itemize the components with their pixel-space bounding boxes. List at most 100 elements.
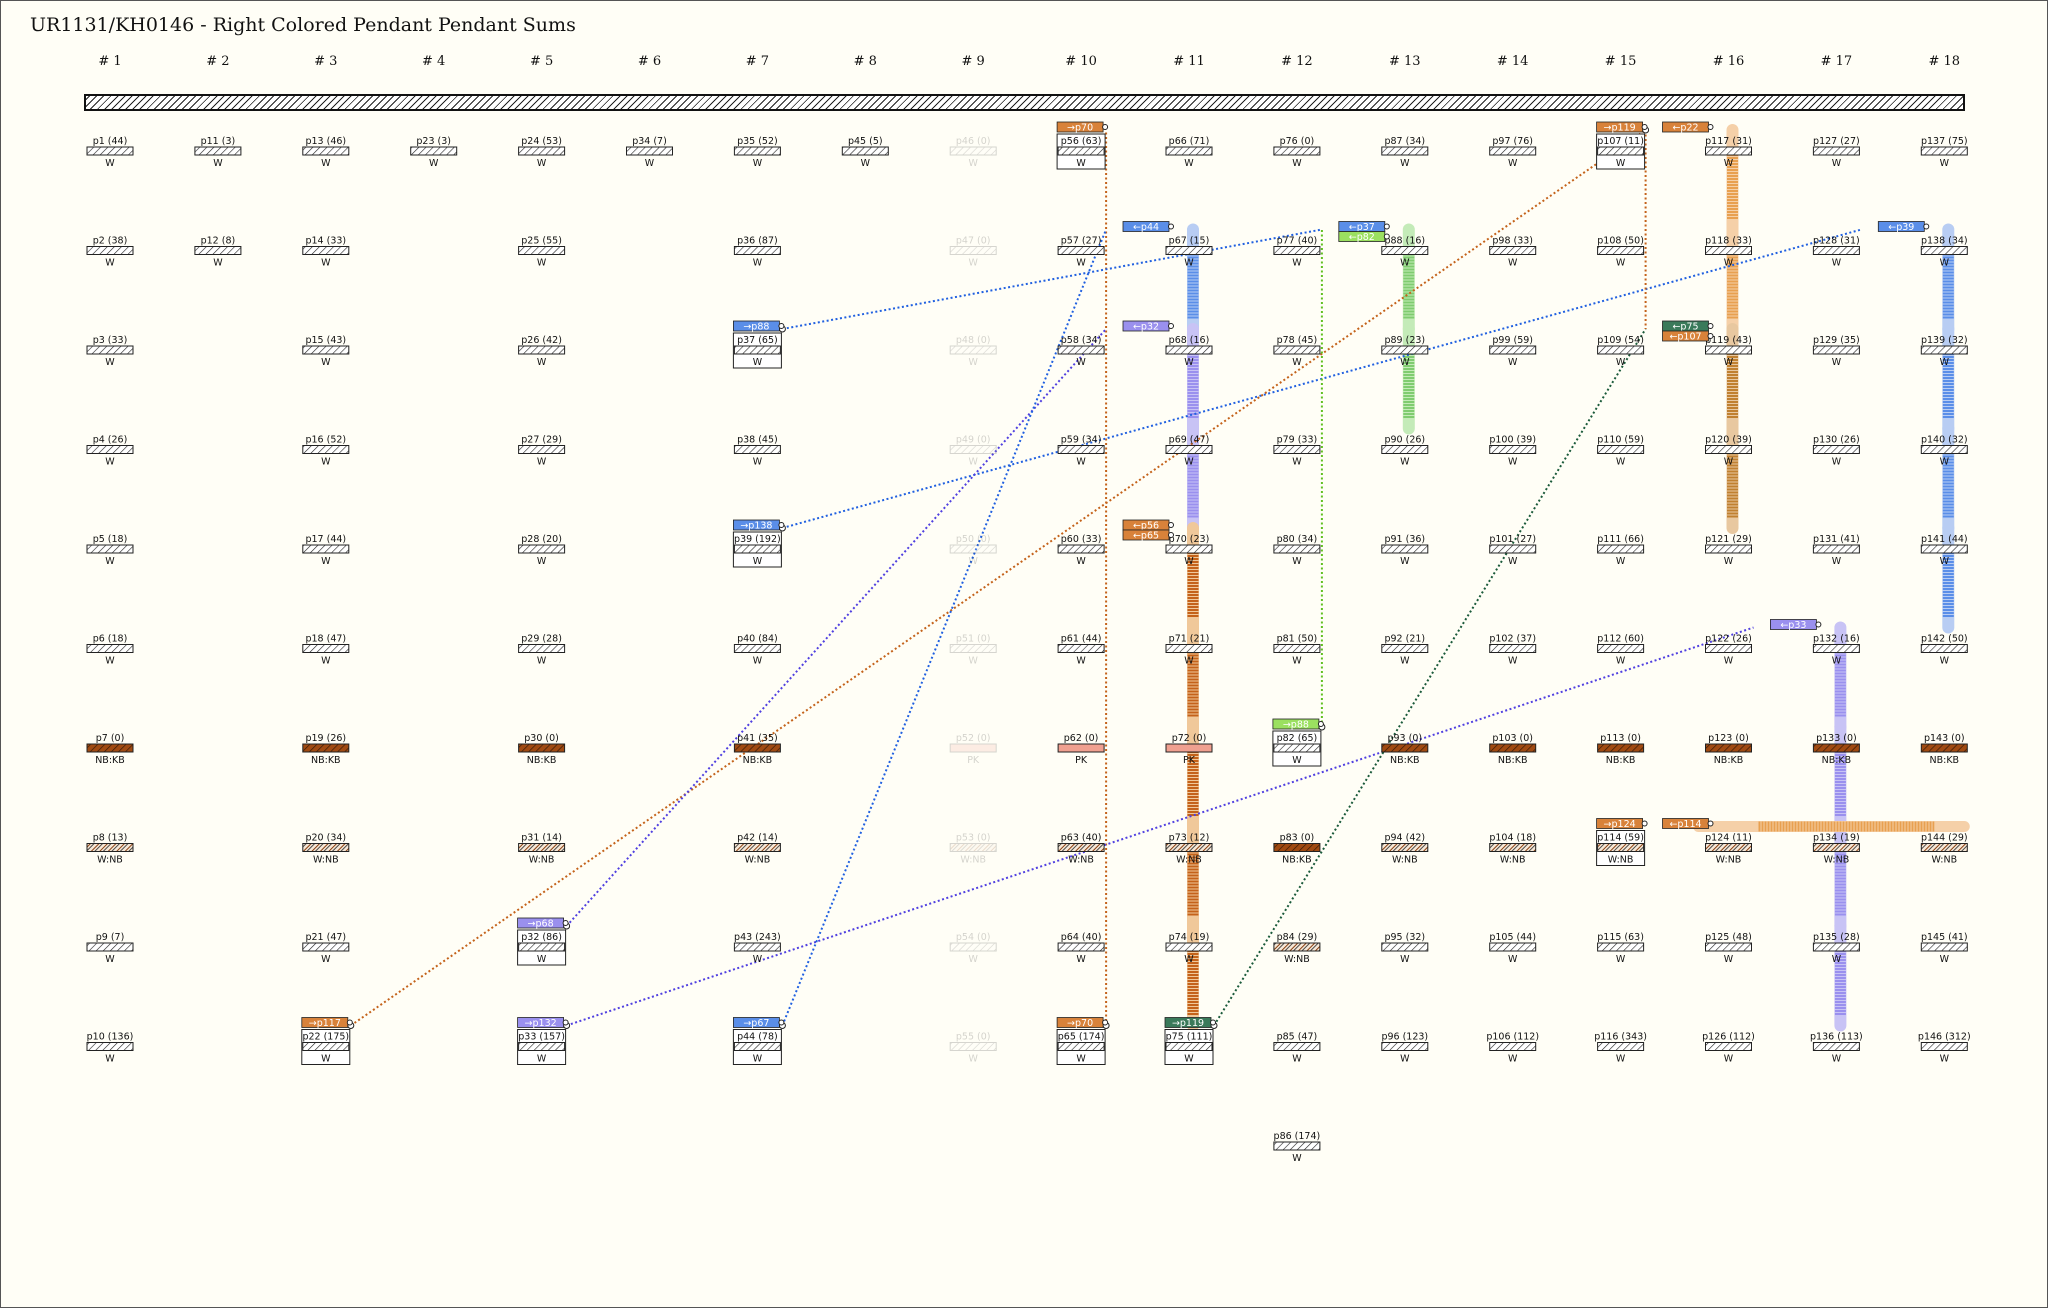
pendant[interactable]: p85 (47) W: [1273, 1032, 1321, 1065]
pendant[interactable]: p80 (34) W: [1273, 534, 1321, 567]
pendant[interactable]: p109 (54) W: [1597, 335, 1645, 368]
pendant[interactable]: p6 (18) W: [86, 634, 134, 667]
pendant[interactable]: p46 (0) W: [949, 136, 997, 169]
pendant[interactable]: p83 (0) NB:KB: [1273, 833, 1321, 866]
link-tag[interactable]: →p119: [1164, 1017, 1216, 1029]
pendant[interactable]: p100 (39) W: [1489, 435, 1537, 468]
pendant[interactable]: p120 (39) W: [1705, 435, 1752, 468]
pendant[interactable]: p8 (13) W:NB: [86, 833, 134, 866]
link-tag[interactable]: →p88: [733, 320, 785, 332]
pendant[interactable]: p87 (34) W: [1381, 136, 1429, 169]
pendant[interactable]: p17 (44) W: [302, 534, 350, 567]
link-tag[interactable]: ←p33: [1770, 619, 1822, 631]
pendant[interactable]: p65 (174) W: [1056, 1029, 1106, 1065]
link-tag[interactable]: ←p107: [1662, 330, 1714, 342]
pendant[interactable]: p66 (71) W: [1165, 136, 1213, 169]
pendant[interactable]: p97 (76) W: [1489, 136, 1537, 169]
pendant[interactable]: p138 (34) W: [1920, 236, 1968, 269]
link-tag[interactable]: →p132: [517, 1017, 569, 1029]
pendant[interactable]: p79 (33) W: [1273, 435, 1321, 468]
pendant[interactable]: p96 (123) W: [1381, 1032, 1429, 1065]
pendant[interactable]: p5 (18) W: [86, 534, 134, 567]
pendant[interactable]: p60 (33) W: [1057, 534, 1105, 567]
pendant[interactable]: p34 (7) W: [626, 136, 673, 169]
pendant[interactable]: p106 (112) W: [1486, 1032, 1539, 1065]
pendant[interactable]: p105 (44) W: [1489, 932, 1537, 965]
pendant[interactable]: p99 (59) W: [1489, 335, 1537, 368]
pendant[interactable]: p81 (50) W: [1273, 634, 1321, 667]
link-tag[interactable]: →p119: [1596, 121, 1648, 133]
pendant[interactable]: p20 (34) W:NB: [302, 833, 350, 866]
pendant[interactable]: p40 (84) W: [733, 634, 781, 667]
pendant[interactable]: p61 (44) W: [1057, 634, 1105, 667]
pendant[interactable]: p23 (3) W: [410, 136, 458, 169]
pendant[interactable]: p56 (63) W: [1056, 133, 1106, 170]
pendant[interactable]: p131 (41) W: [1812, 534, 1860, 567]
pendant[interactable]: p121 (29) W: [1705, 534, 1752, 567]
pendant[interactable]: p136 (113) W: [1810, 1032, 1863, 1065]
pendant[interactable]: p37 (65) W: [732, 332, 782, 369]
pendant[interactable]: p118 (33) W: [1705, 236, 1752, 269]
pendant[interactable]: p53 (0) W:NB: [949, 833, 997, 866]
pendant[interactable]: p15 (43) W: [302, 335, 350, 368]
pendant[interactable]: p69 (47) W: [1165, 435, 1213, 468]
pendant[interactable]: p71 (21) W: [1165, 634, 1213, 667]
pendant[interactable]: p63 (40) W:NB: [1057, 833, 1105, 866]
pendant[interactable]: p55 (0) W: [949, 1032, 997, 1065]
pendant[interactable]: p82 (65) W: [1272, 730, 1322, 767]
link-tag[interactable]: →p68: [517, 917, 569, 929]
pendant[interactable]: p92 (21) W: [1381, 634, 1429, 667]
pendant[interactable]: p28 (20) W: [518, 534, 566, 567]
pendant[interactable]: p146 (312) W: [1918, 1032, 1971, 1065]
pendant[interactable]: p16 (52) W: [302, 435, 350, 468]
pendant[interactable]: p84 (29) W:NB: [1273, 932, 1321, 965]
pendant[interactable]: p145 (41) W: [1920, 932, 1968, 965]
pendant[interactable]: p140 (32) W: [1920, 435, 1968, 468]
link-tag[interactable]: ←p22: [1662, 121, 1714, 133]
pendant[interactable]: p52 (0) PK: [949, 733, 997, 766]
pendant[interactable]: p141 (44) W: [1920, 534, 1968, 567]
link-tag[interactable]: ←p32: [1122, 320, 1174, 332]
pendant[interactable]: p86 (174) W: [1273, 1131, 1321, 1164]
pendant[interactable]: p117 (31) W: [1705, 136, 1752, 169]
pendant[interactable]: p115 (63) W: [1597, 932, 1645, 965]
pendant[interactable]: p4 (26) W: [86, 435, 134, 468]
pendant[interactable]: p127 (27) W: [1812, 136, 1860, 169]
pendant[interactable]: p11 (3) W: [194, 136, 242, 169]
link-tag[interactable]: →p138: [733, 519, 785, 531]
pendant[interactable]: p132 (16) W: [1812, 634, 1860, 667]
pendant[interactable]: p133 (0) NB:KB: [1812, 733, 1860, 766]
pendant[interactable]: p143 (0) NB:KB: [1920, 733, 1968, 766]
pendant[interactable]: p22 (175) W: [301, 1029, 351, 1065]
pendant[interactable]: p123 (0) NB:KB: [1705, 733, 1752, 766]
pendant[interactable]: p31 (14) W:NB: [518, 833, 566, 866]
pendant[interactable]: p18 (47) W: [302, 634, 350, 667]
pendant[interactable]: p38 (45) W: [733, 435, 781, 468]
pendant[interactable]: p50 (0) W: [949, 534, 997, 567]
link-tag[interactable]: ←p44: [1122, 221, 1174, 233]
link-tag[interactable]: ←p82: [1338, 231, 1390, 243]
pendant[interactable]: p9 (7) W: [86, 932, 134, 965]
pendant[interactable]: p33 (157) W: [517, 1029, 567, 1065]
pendant[interactable]: p29 (28) W: [518, 634, 566, 667]
pendant[interactable]: p54 (0) W: [949, 932, 997, 965]
pendant[interactable]: p91 (36) W: [1381, 534, 1429, 567]
pendant[interactable]: p48 (0) W: [949, 335, 997, 368]
pendant[interactable]: p45 (5) W: [841, 136, 889, 169]
pendant[interactable]: p93 (0) NB:KB: [1381, 733, 1429, 766]
pendant[interactable]: p114 (59) W:NB: [1596, 830, 1646, 866]
pendant[interactable]: p77 (40) W: [1273, 236, 1321, 269]
link-tag[interactable]: →p70: [1056, 1017, 1109, 1029]
link-tag[interactable]: ←p39: [1877, 221, 1930, 233]
pendant[interactable]: p10 (136) W: [86, 1032, 134, 1065]
pendant[interactable]: p88 (16) W: [1381, 236, 1429, 269]
pendant[interactable]: p25 (55) W: [518, 236, 566, 269]
pendant[interactable]: p116 (343) W: [1594, 1032, 1647, 1065]
pendant[interactable]: p139 (32) W: [1920, 335, 1968, 368]
pendant[interactable]: p137 (75) W: [1920, 136, 1968, 169]
pendant[interactable]: p74 (19) W: [1165, 932, 1213, 965]
pendant[interactable]: p30 (0) NB:KB: [518, 733, 566, 766]
pendant[interactable]: p57 (27) W: [1057, 236, 1105, 269]
pendant[interactable]: p14 (33) W: [302, 236, 350, 269]
pendant[interactable]: p102 (37) W: [1489, 634, 1537, 667]
